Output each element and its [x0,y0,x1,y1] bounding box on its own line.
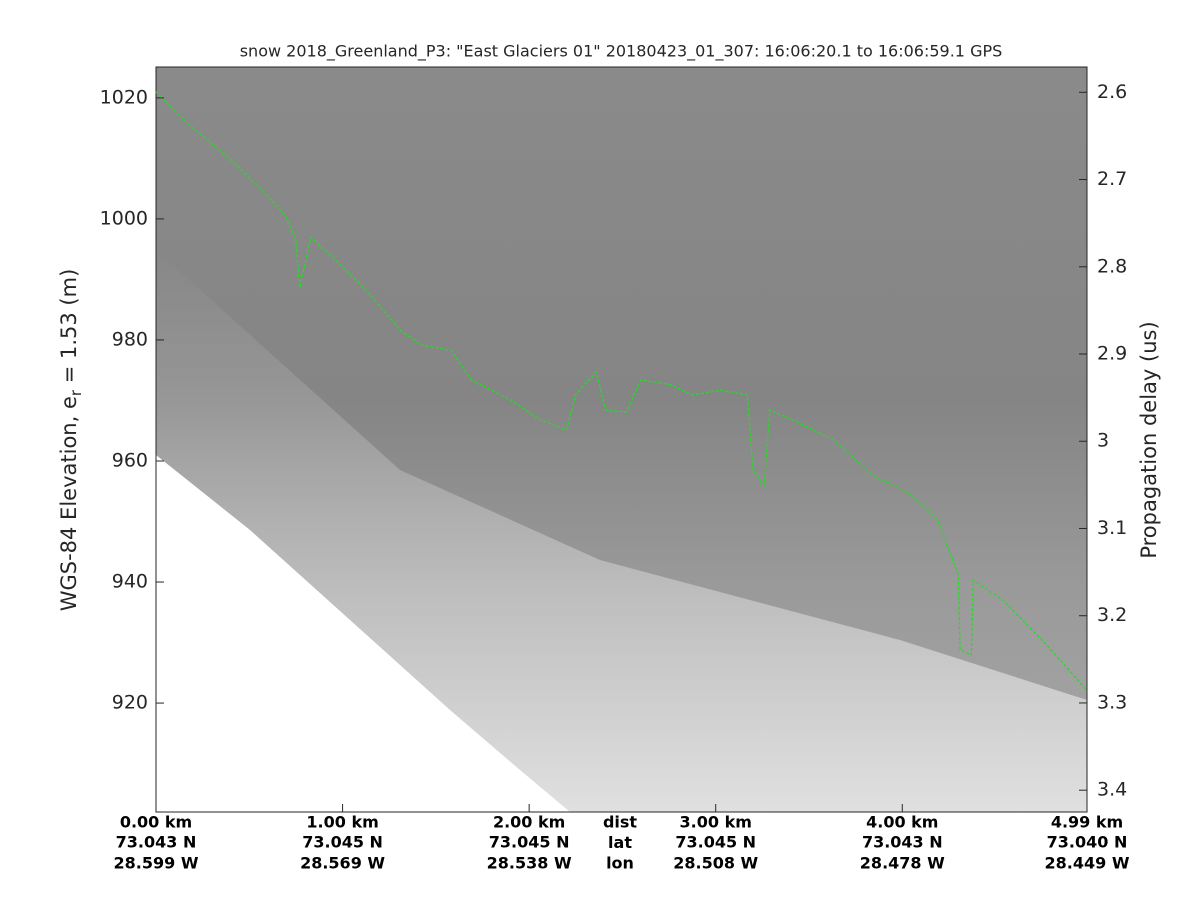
y-tick-label: 940 [112,571,148,593]
x-tick-label: 4.00 km [866,813,938,832]
lat-label: 73.045 N [489,833,570,852]
x-tick-label: 4.99 km [1051,813,1123,832]
y2-tick-label: 2.7 [1097,168,1127,190]
surface-trace [155,91,1088,691]
lon-label: 28.478 W [860,854,945,873]
y-axis-label: WGS-84 Elevation, er = 1.53 (m) [57,269,85,612]
plot-frame [155,66,1088,813]
y2-axis-label: Propagation delay (us) [1137,321,1161,558]
y2-tick-label: 2.8 [1097,255,1127,277]
lat-label: 73.043 N [862,833,943,852]
y2-tick-label: 2.9 [1097,343,1127,365]
y-tick-label: 960 [112,449,148,471]
y2-tick-label: 3 [1097,430,1109,452]
y2-tick-label: 3.2 [1097,604,1127,626]
y2-tick-label: 3.3 [1097,691,1127,713]
lon-label: 28.599 W [114,854,199,873]
y-tick-label: 1000 [100,207,148,229]
y-tick-label: 980 [112,328,148,350]
lon-label: 28.569 W [300,854,385,873]
y-tick-label: 920 [112,692,148,714]
y2-tick-label: 3.4 [1097,779,1127,801]
chart-title: snow 2018_Greenland_P3: "East Glaciers 0… [240,42,1003,62]
lon-label: 28.538 W [487,854,572,873]
lat-label: 73.040 N [1047,833,1128,852]
lon-label: 28.508 W [673,854,758,873]
y2-tick-label: 2.6 [1097,81,1127,103]
lat-label: 73.045 N [675,833,756,852]
x-tick-label: 1.00 km [306,813,378,832]
y-label-suffix: = 1.53 (m) [57,269,81,390]
lat-label: 73.045 N [302,833,383,852]
x-tick-label: 2.00 km [493,813,565,832]
row-name: lat [608,833,632,852]
row-name: dist [603,813,637,832]
y2-tick-label: 3.1 [1097,517,1127,539]
x-tick-label: 0.00 km [120,813,192,832]
row-name: lon [606,854,634,873]
y-label-text: WGS-84 Elevation, e [57,396,81,611]
no-data-region [156,455,570,812]
lat-label: 73.043 N [116,833,197,852]
lon-label: 28.449 W [1045,854,1130,873]
y-label-sub: r [67,389,85,396]
x-tick-label: 3.00 km [680,813,752,832]
y-tick-label: 1020 [100,86,148,108]
